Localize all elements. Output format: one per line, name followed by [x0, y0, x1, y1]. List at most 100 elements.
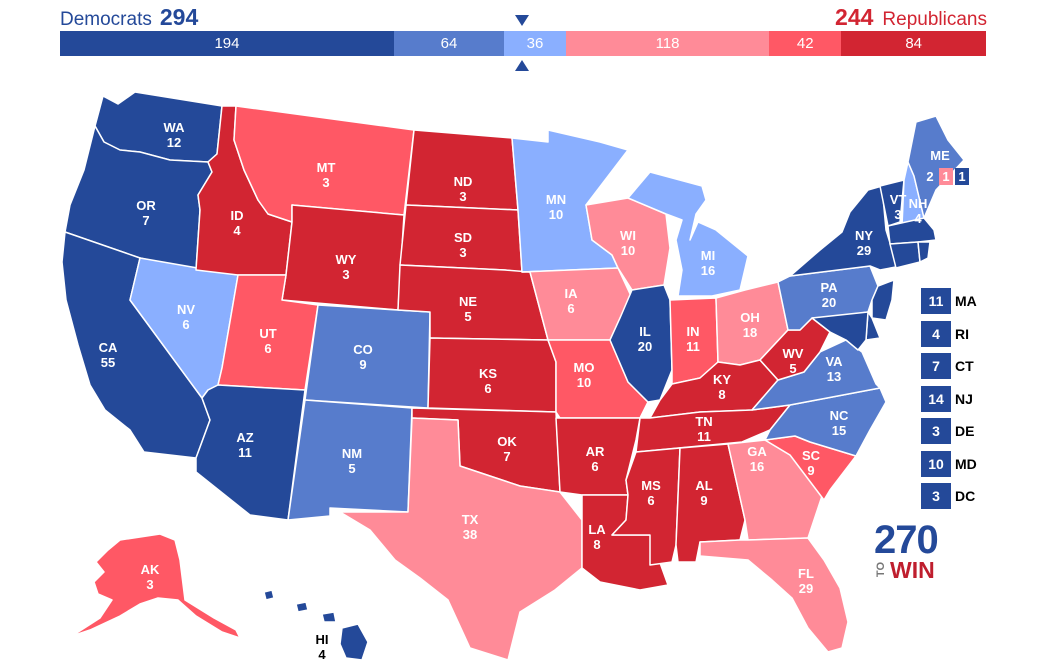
- state-votes-az: 11: [238, 445, 252, 460]
- state-label-va: VA: [825, 354, 843, 369]
- state-votes-ok: 7: [503, 449, 510, 464]
- state-votes-oh: 18: [743, 325, 757, 340]
- state-label-la: LA: [588, 522, 606, 537]
- small-state-nj-votes[interactable]: 14: [921, 385, 951, 412]
- state-hi-maui[interactable]: [321, 611, 337, 623]
- state-label-fl: FL: [798, 566, 814, 581]
- state-votes-la: 8: [593, 537, 600, 552]
- state-ct-shape[interactable]: [889, 241, 921, 269]
- state-label-in: IN: [687, 324, 700, 339]
- state-label-hi: HI: [316, 632, 329, 647]
- state-votes-mo: 10: [577, 375, 591, 390]
- state-mi[interactable]: [627, 171, 749, 297]
- state-label-ca: CA: [99, 340, 118, 355]
- small-state-dc-label: DC: [955, 488, 976, 504]
- state-label-pa: PA: [820, 280, 838, 295]
- democrats-name: Democrats: [60, 9, 152, 30]
- state-votes-ca: 55: [101, 355, 115, 370]
- state-md-shape[interactable]: [811, 311, 869, 351]
- state-votes-il: 20: [638, 339, 652, 354]
- republicans-name: Republicans: [882, 9, 987, 30]
- small-state-ct-label: CT: [955, 358, 974, 374]
- state-label-il: IL: [639, 324, 651, 339]
- state-votes-al: 9: [700, 493, 707, 508]
- small-state-ri-votes[interactable]: 4: [921, 320, 951, 347]
- state-tx[interactable]: [339, 417, 583, 661]
- state-votes-sc: 9: [807, 463, 814, 478]
- state-label-mi: MI: [701, 248, 715, 263]
- maine-district-3-votes: 1: [958, 169, 965, 184]
- democrats-total-label: Democrats 294: [60, 4, 198, 31]
- state-votes-nd: 3: [459, 189, 466, 204]
- maine-district-1-votes: 2: [926, 169, 933, 184]
- state-label-nc: NC: [830, 408, 849, 423]
- state-hi-oahu[interactable]: [295, 601, 309, 613]
- small-state-md-label: MD: [955, 455, 977, 472]
- small-state-de-votes[interactable]: 3: [921, 418, 951, 444]
- bar-segment-safe-rep: 84: [841, 31, 986, 56]
- small-state-dc-votes[interactable]: 3: [921, 483, 951, 509]
- bar-segment-likely-rep: 42: [769, 31, 842, 56]
- state-il[interactable]: [609, 284, 673, 403]
- state-me[interactable]: [907, 115, 965, 219]
- state-label-nv: NV: [177, 302, 195, 317]
- state-ri-shape[interactable]: [917, 241, 931, 263]
- state-votes-id: 4: [233, 223, 241, 238]
- state-label-nm: NM: [342, 446, 362, 461]
- 270towin-logo[interactable]: 270 TO WIN: [874, 520, 944, 582]
- maine-district-2-box[interactable]: [939, 168, 953, 185]
- bar-segment-lean-dem: 36: [504, 31, 566, 56]
- state-label-ak: AK: [141, 562, 160, 577]
- state-fl[interactable]: [699, 537, 849, 653]
- state-label-ok: OK: [497, 434, 517, 449]
- state-votes-ky: 8: [718, 387, 725, 402]
- state-vt[interactable]: [879, 179, 905, 227]
- state-hi[interactable]: [339, 623, 369, 661]
- bar-segment-likely-dem: 64: [393, 31, 505, 56]
- state-votes-sd: 3: [459, 245, 466, 260]
- republicans-total: 244: [835, 4, 874, 30]
- state-label-wv: WV: [783, 346, 804, 361]
- state-label-nh: NH: [909, 196, 928, 211]
- small-state-md-votes[interactable]: 10: [921, 450, 951, 477]
- state-hi-kauai[interactable]: [263, 589, 275, 601]
- state-votes-hi: 4: [318, 647, 326, 662]
- democrats-total: 294: [159, 4, 199, 30]
- state-ak[interactable]: [71, 533, 241, 639]
- state-label-mo: MO: [574, 360, 595, 375]
- small-state-nj-label: NJ: [955, 390, 973, 407]
- state-votes-vt: 3: [894, 207, 901, 222]
- logo-to-text: TO: [875, 562, 887, 578]
- maine-district-3-box[interactable]: [955, 168, 969, 185]
- state-label-tn: TN: [695, 414, 712, 429]
- small-state-ma-votes[interactable]: 11: [921, 288, 951, 314]
- state-label-ia: IA: [565, 286, 579, 301]
- state-label-wy: WY: [336, 252, 357, 267]
- state-label-tx: TX: [462, 512, 479, 527]
- state-label-wa: WA: [164, 120, 186, 135]
- state-votes-nv: 6: [182, 317, 189, 332]
- state-label-sd: SD: [454, 230, 472, 245]
- majority-marker-top-icon: [515, 15, 529, 26]
- small-state-de-label: DE: [955, 423, 975, 439]
- state-label-mn: MN: [546, 192, 566, 207]
- state-votes-tx: 38: [463, 527, 477, 542]
- state-votes-ne: 5: [464, 309, 471, 324]
- state-label-vt: VT: [890, 192, 907, 207]
- state-label-mt: MT: [317, 160, 336, 175]
- maine-district-1-box[interactable]: [923, 168, 937, 185]
- state-label-ut: UT: [259, 326, 276, 341]
- state-votes-ut: 6: [264, 341, 271, 356]
- state-votes-tn: 11: [697, 429, 711, 444]
- state-votes-ar: 6: [591, 459, 598, 474]
- state-votes-mi: 16: [701, 263, 715, 278]
- state-label-sc: SC: [802, 448, 821, 463]
- small-state-ct-votes[interactable]: 7: [921, 353, 951, 379]
- state-votes-ak: 3: [146, 577, 153, 592]
- logo-win-text: WIN: [890, 557, 935, 583]
- state-votes-wv: 5: [789, 361, 796, 376]
- state-nj-shape[interactable]: [871, 279, 895, 321]
- state-votes-ks: 6: [484, 381, 491, 396]
- electoral-vote-bar: 194 64 36 118 42 84: [60, 31, 986, 56]
